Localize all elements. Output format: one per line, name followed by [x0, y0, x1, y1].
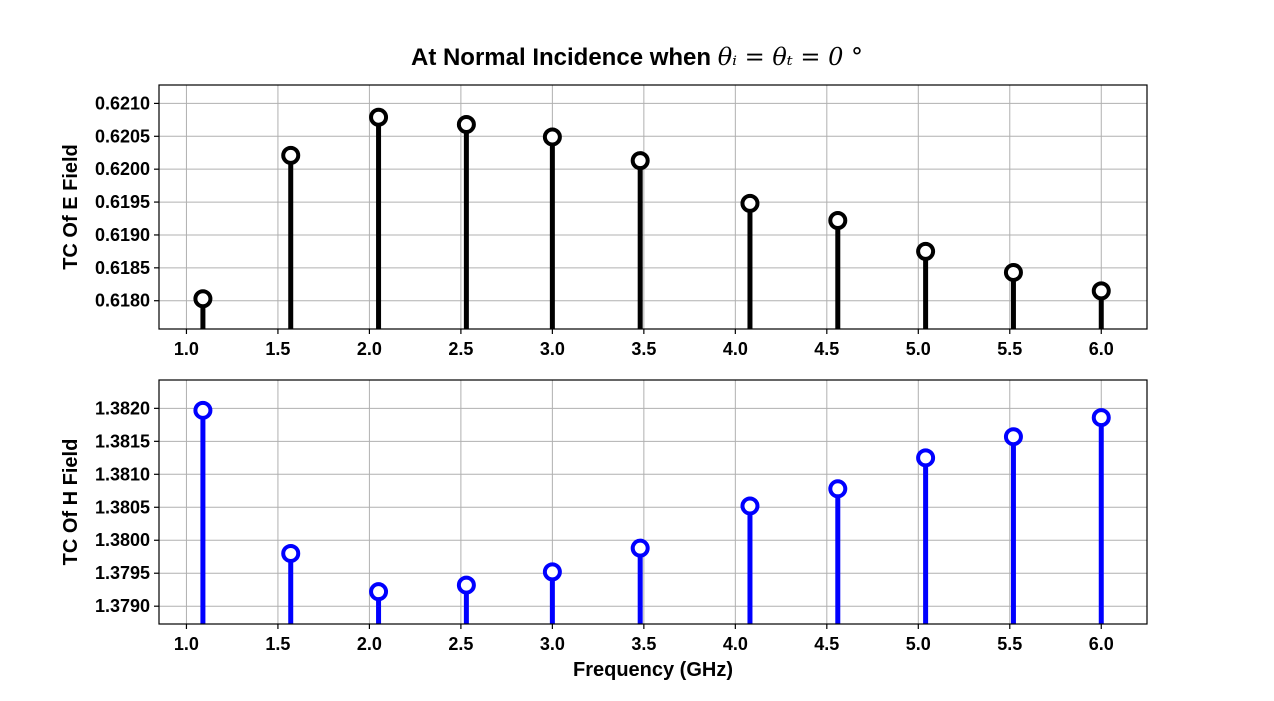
- stem-marker: [630, 538, 650, 558]
- stem-marker: [193, 289, 213, 309]
- y-tick-label: 1.3815: [95, 431, 150, 451]
- x-tick-label: 3.0: [540, 634, 565, 654]
- x-tick-label: 6.0: [1089, 634, 1114, 654]
- x-tick-label: 3.0: [540, 339, 565, 359]
- x-tick-label: 4.5: [814, 634, 839, 654]
- figure-title: At Normal Incidence when θᵢ = θₜ = 0 °: [411, 43, 863, 71]
- x-tick-label: 4.0: [723, 634, 748, 654]
- y-tick-label: 0.6195: [95, 192, 150, 212]
- x-tick-label: 2.0: [357, 339, 382, 359]
- x-tick-label: 5.5: [997, 339, 1022, 359]
- stem-marker: [630, 151, 650, 171]
- y-tick-label: 1.3810: [95, 464, 150, 484]
- e-field-stem-chart: 1.0 1.5 2.0 2.5 3.0 3.5 4.0 4.5 5.0 5.5 6.0 0.6180 0…: [60, 84, 1148, 359]
- y-tick-label: 1.3800: [95, 530, 150, 550]
- x-axis-label: Frequency (GHz): [573, 659, 733, 681]
- figure-title-math: θᵢ = θₜ = 0 °: [718, 43, 863, 71]
- x-tick-label: 4.0: [723, 339, 748, 359]
- x-tick-label: 3.5: [631, 634, 656, 654]
- stem-marker: [542, 127, 562, 147]
- plot-frame: [158, 84, 1148, 330]
- figure-title-prefix: At Normal Incidence when: [411, 44, 718, 71]
- stem-marker: [1091, 281, 1111, 301]
- x-tick-label: 3.5: [631, 339, 656, 359]
- stem-marker: [916, 448, 936, 468]
- stem-marker: [740, 496, 760, 516]
- stem-marker: [916, 241, 936, 261]
- stem-marker: [281, 543, 301, 563]
- x-tick-label: 2.5: [448, 339, 473, 359]
- stem-marker: [1091, 408, 1111, 428]
- x-tick-label: 6.0: [1089, 339, 1114, 359]
- y-tick-label: 1.3820: [95, 398, 150, 418]
- x-tick-label: 5.0: [906, 339, 931, 359]
- x-tick-label: 1.0: [174, 339, 199, 359]
- y-tick-label: 0.6190: [95, 225, 150, 245]
- y-tick-label: 0.6180: [95, 291, 150, 311]
- stem-marker: [456, 575, 476, 595]
- x-tick-label: 2.0: [357, 634, 382, 654]
- x-tick-label: 1.0: [174, 634, 199, 654]
- x-tick-label: 4.5: [814, 339, 839, 359]
- stem-marker: [369, 107, 389, 127]
- y-axis-label: TC Of E Field: [60, 144, 82, 270]
- y-axis-label: TC Of H Field: [60, 439, 82, 566]
- stem-marker: [1003, 262, 1023, 282]
- stem-marker: [281, 145, 301, 165]
- x-tick-label: 2.5: [448, 634, 473, 654]
- x-tick-label: 1.5: [265, 339, 290, 359]
- y-tick-label: 1.3790: [95, 596, 150, 616]
- y-tick-label: 1.3795: [95, 563, 150, 583]
- y-tick-label: 1.3805: [95, 497, 150, 517]
- stem-marker: [740, 193, 760, 213]
- stem-marker: [542, 562, 562, 582]
- y-tick-label: 0.6210: [95, 93, 150, 113]
- h-field-stem-chart: 1.0 1.5 2.0 2.5 3.0 3.5 4.0 4.5 5.0 5.5 6.0 1.3790 1…: [60, 379, 1148, 681]
- stem-marker: [369, 582, 389, 602]
- x-tick-label: 5.0: [906, 634, 931, 654]
- plot-frame: [158, 379, 1148, 625]
- stem-marker: [456, 114, 476, 134]
- x-tick-label: 5.5: [997, 634, 1022, 654]
- y-tick-label: 0.6205: [95, 126, 150, 146]
- stem-marker: [193, 400, 213, 420]
- y-tick-label: 0.6200: [95, 159, 150, 179]
- stem-marker: [828, 210, 848, 230]
- y-tick-label: 0.6185: [95, 258, 150, 278]
- x-tick-label: 1.5: [265, 634, 290, 654]
- stem-marker: [1003, 427, 1023, 447]
- stem-marker: [828, 479, 848, 499]
